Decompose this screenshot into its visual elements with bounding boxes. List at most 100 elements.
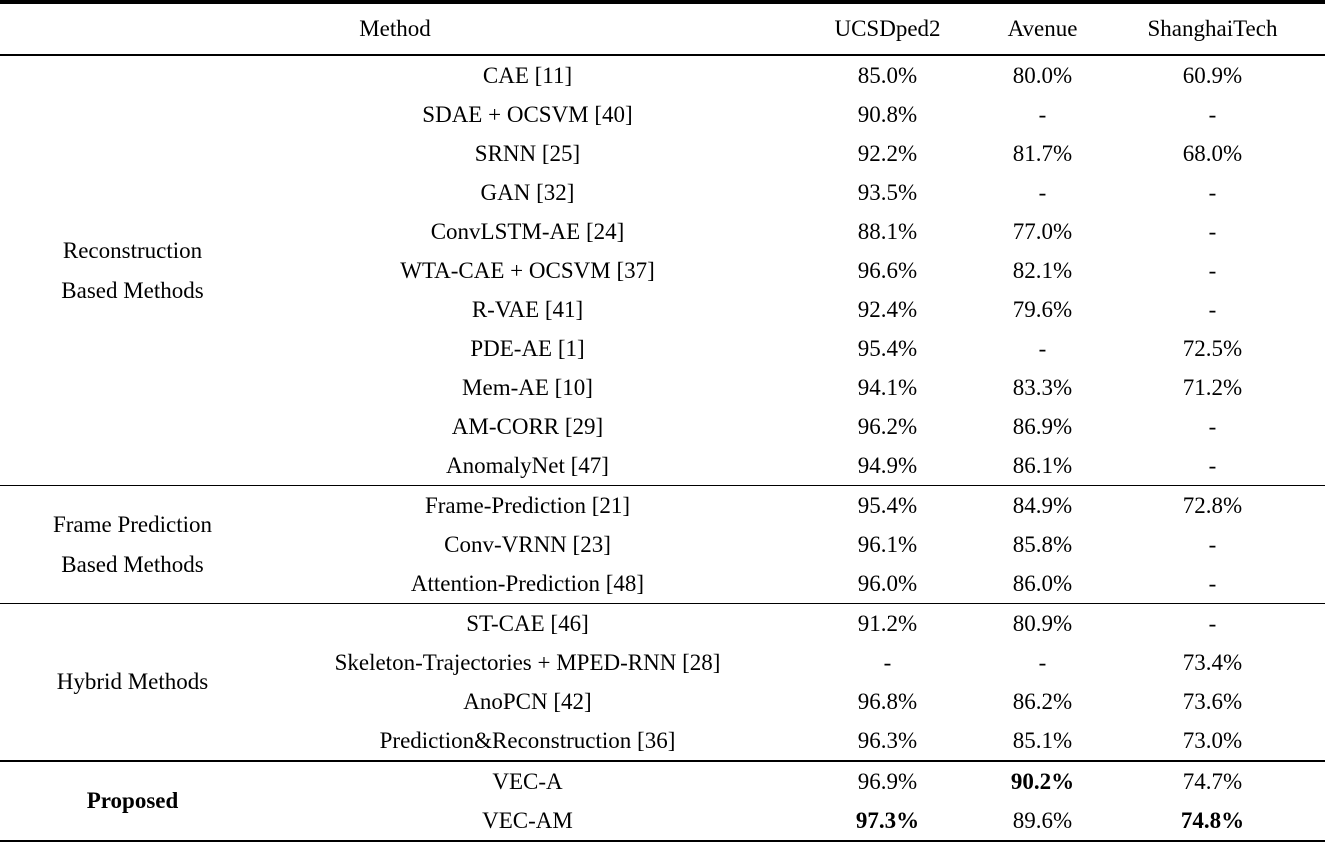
method-name: AnomalyNet [47] — [446, 453, 609, 478]
table-row: Proposed VEC-A 96.9% 90.2% 74.7% — [0, 761, 1325, 813]
method-name: PDE-AE [1] — [470, 336, 585, 361]
table-row: Conv-VRNN [23] 96.1% 85.8% - — [0, 525, 1325, 564]
section-frame-prediction-based: Frame Prediction Based Methods Frame-Predi… — [0, 485, 1325, 604]
auc-value: 94.1% — [857, 375, 918, 400]
section-proposed: Proposed VEC-A 96.9% 90.2% 74.7% VEC-AM 97.3% 8… — [0, 761, 1325, 842]
group-label-reconstruction-based: Reconstruction Based Methods — [61, 237, 204, 303]
auc-value: 90.8% — [857, 102, 918, 127]
auc-value: 81.7% — [1012, 141, 1073, 166]
method-name: VEC-AM — [482, 808, 573, 833]
dataset-column-header-ucsdped2: UCSDped2 — [790, 2, 985, 56]
auc-value: 73.6% — [1182, 689, 1243, 714]
group-label-proposed: Proposed — [86, 788, 179, 813]
auc-value: 74.8% — [1180, 808, 1245, 833]
auc-value: - — [1208, 571, 1217, 596]
auc-value: 86.2% — [1012, 689, 1073, 714]
auc-value: 60.9% — [1182, 63, 1243, 88]
auc-value: 73.0% — [1182, 728, 1243, 753]
table-row: Attention-Prediction [48] 96.0% 86.0% - — [0, 564, 1325, 604]
section-hybrid: Hybrid Methods ST-CAE [46] 91.2% 80.9% - Skel… — [0, 603, 1325, 762]
auc-value: 86.9% — [1012, 414, 1073, 439]
table-row: R-VAE [41] 92.4% 79.6% - — [0, 290, 1325, 329]
table-row: AnoPCN [42] 96.8% 86.2% 73.6% — [0, 682, 1325, 721]
dataset-column-header-shanghaitech: ShanghaiTech — [1100, 2, 1325, 56]
auc-value: 86.1% — [1012, 453, 1073, 478]
auc-value: 96.1% — [857, 532, 918, 557]
auc-value: 74.7% — [1182, 769, 1243, 794]
table-row: WTA-CAE + OCSVM [37] 96.6% 82.1% - — [0, 251, 1325, 290]
table-row: Skeleton-Trajectories + MPED-RNN [28] - - 7… — [0, 643, 1325, 682]
method-name: CAE [11] — [482, 63, 573, 88]
auc-value: 72.5% — [1182, 336, 1243, 361]
table-row: Prediction&Reconstruction [36] 96.3% 85.1%… — [0, 721, 1325, 761]
table-row: ConvLSTM-AE [24] 88.1% 77.0% - — [0, 212, 1325, 251]
auc-value: 77.0% — [1012, 219, 1073, 244]
auc-value: - — [1038, 180, 1047, 205]
method-name: Attention-Prediction [48] — [410, 571, 645, 596]
auc-value: - — [1208, 180, 1217, 205]
method-column-header: Method — [0, 2, 790, 56]
table-row: SRNN [25] 92.2% 81.7% 68.0% — [0, 134, 1325, 173]
auc-value: 82.1% — [1012, 258, 1073, 283]
auc-value: - — [883, 650, 892, 675]
auc-value: 88.1% — [857, 219, 918, 244]
auc-value: 93.5% — [857, 180, 918, 205]
auc-value: 91.2% — [857, 611, 918, 636]
auc-value: 95.4% — [857, 336, 918, 361]
auc-value: 97.3% — [855, 808, 920, 833]
auc-value: 85.1% — [1012, 728, 1073, 753]
auc-value: 85.8% — [1012, 532, 1073, 557]
method-name: Skeleton-Trajectories + MPED-RNN [28] — [334, 650, 721, 675]
group-label-hybrid: Hybrid Methods — [56, 669, 209, 694]
auc-value: 80.0% — [1012, 63, 1073, 88]
table-row: Hybrid Methods ST-CAE [46] 91.2% 80.9% - — [0, 604, 1325, 694]
auc-value: 68.0% — [1182, 141, 1243, 166]
method-name: Frame-Prediction [21] — [424, 493, 631, 518]
table-row: GAN [32] 93.5% - - — [0, 173, 1325, 212]
table-row: AM-CORR [29] 96.2% 86.9% - — [0, 407, 1325, 446]
auc-value: 96.8% — [857, 689, 918, 714]
method-name: VEC-A — [492, 769, 563, 794]
auc-value: - — [1208, 611, 1217, 636]
table-row: Frame Prediction Based Methods Frame-Predi… — [0, 486, 1325, 576]
auc-value: 90.2% — [1010, 769, 1075, 794]
auc-value: - — [1208, 102, 1217, 127]
method-name: ConvLSTM-AE [24] — [430, 219, 625, 244]
auc-value: 72.8% — [1182, 493, 1243, 518]
table-row: PDE-AE [1] 95.4% - 72.5% — [0, 329, 1325, 368]
auc-value: 80.9% — [1012, 611, 1073, 636]
auc-value: - — [1208, 219, 1217, 244]
auc-value: 96.6% — [857, 258, 918, 283]
auc-value: 96.3% — [857, 728, 918, 753]
method-name: Mem-AE [10] — [462, 375, 593, 400]
section-reconstruction-based: Reconstruction Based Methods CAE [11] 85.0%… — [0, 55, 1325, 486]
auc-value: 84.9% — [1012, 493, 1073, 518]
table-row: AnomalyNet [47] 94.9% 86.1% - — [0, 446, 1325, 486]
auc-value: 94.9% — [857, 453, 918, 478]
method-name: GAN [32] — [480, 180, 575, 205]
header-row: Method UCSDped2 Avenue ShanghaiTech — [0, 2, 1325, 56]
method-name: SDAE + OCSVM [40] — [422, 102, 633, 127]
auc-value: 89.6% — [1012, 808, 1073, 833]
method-name: AM-CORR [29] — [451, 414, 604, 439]
method-name: SRNN [25] — [474, 141, 581, 166]
dataset-column-header-avenue: Avenue — [985, 2, 1100, 56]
table-row: Reconstruction Based Methods CAE [11] 85.0%… — [0, 55, 1325, 303]
auc-value: - — [1208, 297, 1217, 322]
auc-value: - — [1208, 532, 1217, 557]
auc-value: - — [1208, 258, 1217, 283]
group-label-frame-prediction-based: Frame Prediction Based Methods — [52, 511, 213, 577]
auc-value: - — [1038, 336, 1047, 361]
auc-value: 83.3% — [1012, 375, 1073, 400]
auc-value: 95.4% — [857, 493, 918, 518]
auc-value: 92.2% — [857, 141, 918, 166]
method-name: Prediction&Reconstruction [36] — [379, 728, 676, 753]
method-name: AnoPCN [42] — [463, 689, 592, 714]
table-row: SDAE + OCSVM [40] 90.8% - - — [0, 95, 1325, 134]
auc-value: 85.0% — [857, 63, 918, 88]
table-row: VEC-AM 97.3% 89.6% 74.8% — [0, 801, 1325, 842]
method-name: R-VAE [41] — [471, 297, 584, 322]
auc-value: 96.0% — [857, 571, 918, 596]
